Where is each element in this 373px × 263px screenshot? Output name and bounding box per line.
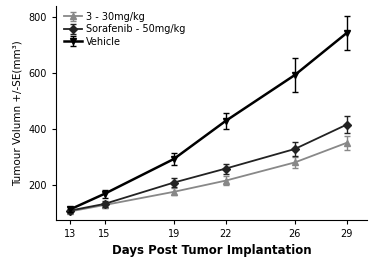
Y-axis label: Tumour Volumn +/-SE(mm³): Tumour Volumn +/-SE(mm³) — [13, 40, 23, 186]
X-axis label: Days Post Tumor Implantation: Days Post Tumor Implantation — [112, 244, 311, 257]
Legend: 3 - 30mg/kg, Sorafenib - 50mg/kg, Vehicle: 3 - 30mg/kg, Sorafenib - 50mg/kg, Vehicl… — [62, 10, 187, 49]
